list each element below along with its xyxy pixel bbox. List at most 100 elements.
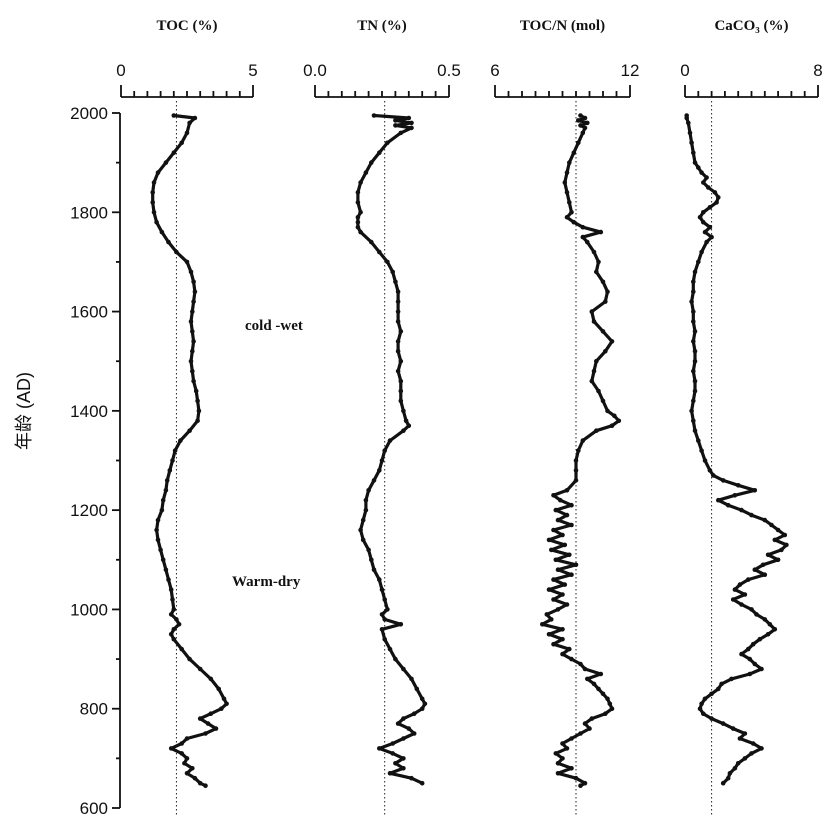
panel-3-title: TOC/N (mol): [520, 18, 605, 34]
panel-4-data-point: [702, 696, 708, 702]
panel-4-data-point: [782, 532, 788, 538]
panel-2-data-point: [360, 537, 366, 543]
panels: TOC (%) 0 5 TN (%) 0.0 0.5 TOC/N (mol) 6 12 CaCO₃…: [116, 18, 823, 816]
panel-4-data-point: [759, 746, 764, 751]
panel-1-data-point: [191, 299, 196, 304]
panel-1-data-point: [193, 388, 199, 394]
panel-4-data-point: [691, 418, 696, 424]
panel-4-data-point: [709, 234, 714, 240]
panel-3-data-point: [582, 721, 588, 726]
panel-3-data-point: [582, 666, 588, 672]
panel-4-data-point: [752, 488, 758, 493]
panel-2-data-point: [403, 418, 409, 424]
panel-3-data-point: [591, 368, 597, 374]
panel-4-data-point: [691, 279, 696, 285]
panel-4-data-point: [697, 706, 703, 711]
panel-3-data-point: [560, 756, 565, 761]
panel-2-data-point: [355, 215, 361, 220]
panel-1-data-point: [195, 418, 200, 424]
panel-3-data-point: [553, 557, 559, 563]
panel-3-data-point: [576, 118, 581, 123]
panel-3-data-point: [596, 259, 601, 265]
panel-3-data-point: [553, 751, 559, 756]
age-tick-label: 1600: [70, 303, 108, 322]
panel-3-data-point: [605, 696, 610, 702]
panel-4-data-point: [730, 726, 736, 731]
panel-2-data-point: [395, 339, 401, 344]
panel-3-data-point: [573, 775, 579, 781]
panel-3-data-point: [562, 582, 568, 587]
panel-1-data-point: [150, 190, 155, 195]
panel-2-data-point: [393, 656, 398, 662]
panel-3-data-point: [558, 497, 563, 503]
panel-2-data-point: [409, 120, 414, 126]
panel-4: CaCO₃ (%) 0 8: [680, 18, 823, 816]
panel-3-data-point: [571, 219, 577, 225]
age-axis: 2000 1800 1600 1400 1200 1000 800 600: [70, 104, 121, 818]
panel-1-data-point: [195, 398, 200, 404]
panel-4-data-point: [691, 289, 696, 295]
panel-1-data-point: [216, 686, 221, 692]
panel-1-data-point: [197, 716, 203, 721]
panel-3-data-point: [544, 612, 550, 617]
panel-2-data-point: [363, 497, 369, 503]
panel-4-data-point: [737, 736, 743, 741]
panel-2-data-point: [382, 448, 388, 453]
panel-4-data-point: [742, 731, 748, 736]
panel-3-data-point: [576, 448, 581, 453]
panel-2-data-point: [366, 488, 371, 493]
panel-3-data-point: [573, 478, 579, 483]
panel-3-data-point: [589, 378, 595, 384]
age-tick-label: 600: [80, 799, 108, 818]
panel-1-data-point: [171, 607, 177, 612]
panel-4-data-point: [702, 229, 708, 235]
panel-3-data-point: [616, 418, 622, 424]
panel-3-data-point: [560, 592, 565, 597]
panel-1-data-point: [178, 438, 183, 443]
panel-1-data-point: [159, 507, 165, 513]
age-tick-label: 2000: [70, 104, 108, 123]
panel-3-data-point: [582, 125, 588, 131]
panel-1-data-point: [196, 408, 202, 414]
panel-1-data-point: [208, 676, 214, 682]
panel-3-data-point: [564, 746, 570, 751]
panel-4-data-point: [784, 542, 789, 548]
panel-3-data-point: [551, 597, 556, 602]
panel-2-data-point: [369, 557, 374, 563]
panel-2-title: TN (%): [357, 18, 407, 34]
panel-4-data-point: [699, 170, 704, 175]
panel-2-data-point: [398, 398, 404, 404]
panel-4-data-point: [725, 502, 731, 508]
panel-3-data-point: [555, 771, 561, 776]
panel-3-data-point: [555, 607, 561, 612]
panel-1-data-point: [166, 239, 171, 245]
panel-3-data-point: [569, 656, 574, 662]
panel-4-data-point: [732, 766, 738, 771]
panel-1-data-point: [187, 656, 192, 662]
panel-3-data-point: [555, 761, 561, 766]
panel-2-data-point: [398, 378, 404, 384]
panel-3-data-point: [585, 239, 590, 245]
panel-2-data-point: [393, 123, 398, 128]
panel-2-data-point: [401, 408, 406, 414]
panel-4-data-point: [697, 215, 703, 220]
panel-2-data-point: [379, 627, 385, 632]
panel-3-data-point: [580, 224, 586, 230]
panel-2-data-point: [390, 751, 396, 756]
panel-4-data-point: [725, 775, 731, 781]
panel-4-data-point: [732, 587, 738, 592]
panel-3-data-point: [560, 741, 565, 746]
panel-3-data-point: [609, 706, 615, 711]
panel-2-data-point: [419, 696, 425, 702]
panel-1-data-point: [188, 358, 194, 364]
panel-2-data-point: [358, 180, 363, 185]
panel-3-data-point: [591, 319, 597, 324]
panel-4-data-point: [735, 483, 741, 488]
panel-1-data-point: [179, 140, 184, 146]
panel-1-data-point: [184, 756, 190, 761]
panel-4-data-point: [696, 438, 701, 443]
panel-1-data-point: [184, 771, 190, 776]
panel-3-data-point: [564, 215, 570, 220]
panel-3-data-point: [607, 701, 613, 707]
panel-4-data-point: [684, 115, 689, 121]
